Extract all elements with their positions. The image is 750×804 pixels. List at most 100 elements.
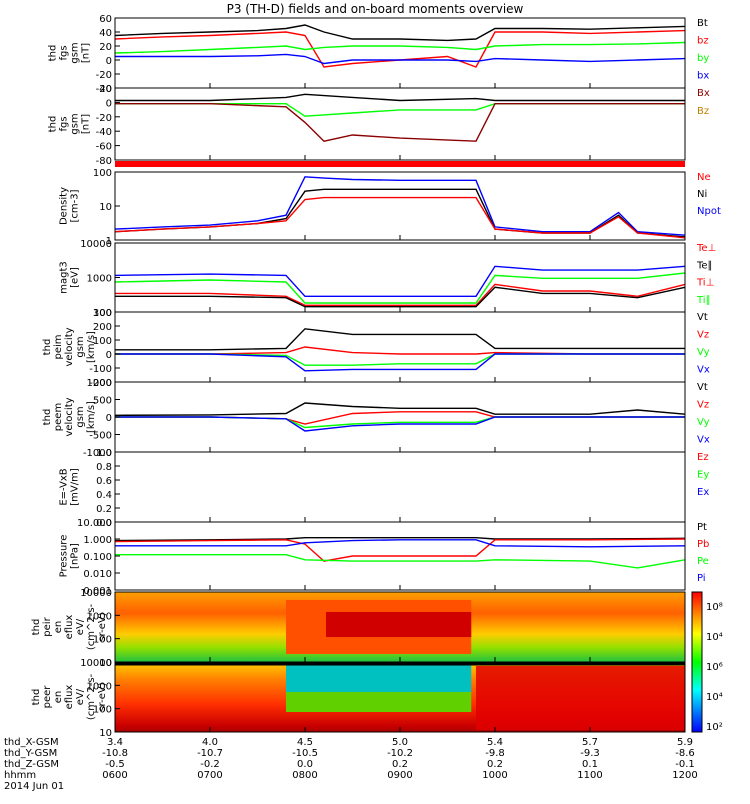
y-axis-label-line: gsm [70, 42, 81, 63]
time-row-value: 3.4 [107, 737, 123, 748]
y-axis-label-line: [km/s] [86, 331, 97, 363]
heatmap-core [476, 666, 685, 730]
legend-entry: Vt [697, 312, 708, 323]
y-axis-label-line: sr-eV) [97, 612, 108, 641]
y-axis-label-line: fgs [59, 45, 70, 60]
time-row-label: thd_Y-GSM [4, 748, 57, 759]
y-axis-label-line: [km/s] [86, 401, 97, 433]
series-Pi [115, 539, 686, 548]
time-row-value: -10.8 [102, 748, 128, 759]
y-tick-label: -20 [96, 113, 112, 124]
time-row-value: 5.4 [487, 737, 503, 748]
y-axis-label-line: velocity [64, 327, 75, 366]
plot-area [115, 243, 685, 312]
legend-entry: by [697, 53, 709, 64]
y-tick-label: 1000 [87, 378, 112, 389]
time-row-label: hhmm [4, 770, 36, 781]
heatmap-region [286, 664, 472, 692]
y-axis-label-line: [cm-3] [70, 189, 81, 222]
series-Te∥ [115, 286, 686, 308]
legend-entry: Ni [697, 189, 707, 200]
y-axis-label: Density [cm-3] [59, 187, 81, 225]
series-Vz [115, 346, 685, 355]
y-tick-label: 0 [106, 98, 112, 109]
y-axis-label: thd fgs gsm [nT] [48, 42, 92, 63]
time-row-value: 0.0 [297, 759, 313, 770]
y-axis-label-line: gsm [75, 406, 86, 427]
y-tick-label: 0.001 [83, 586, 112, 597]
y-axis-label-line: velocity [64, 397, 75, 436]
time-row-value: -9.3 [580, 748, 600, 759]
heatmap-band [286, 692, 472, 712]
time-row-value: 0900 [387, 770, 412, 781]
legend-entry: bx [697, 71, 709, 82]
y-axis-label: thd peer en eflux eV/(cm^2-s-sr-eV) [31, 673, 108, 720]
time-row-value: 0800 [292, 770, 317, 781]
series-Te⊥ [115, 283, 686, 306]
y-tick-label: -80 [96, 156, 112, 167]
y-axis-label-line: Density [59, 187, 70, 225]
legend-entry: Vy [697, 417, 710, 428]
legend-entry: Te∥ [696, 260, 713, 271]
y-axis-label-line: thd [31, 619, 42, 636]
legend-entry: Vy [697, 347, 710, 358]
legend-entry: Bz [697, 106, 709, 117]
legend-entry: Npot [697, 206, 721, 217]
y-tick-label: -40 [96, 127, 112, 138]
y-tick-label: -200 [89, 378, 112, 389]
y-tick-label: 10 [99, 202, 112, 213]
time-row-value: 4.5 [297, 737, 313, 748]
y-axis-label-line: thd [42, 409, 53, 426]
time-row-value: -10.5 [292, 748, 318, 759]
legend-entry: Te⊥ [696, 243, 716, 254]
y-tick-label: 100 [93, 168, 112, 179]
y-axis-label: thd peem velocity gsm [km/s] [42, 397, 97, 436]
time-row-label: thd_Z-GSM [4, 759, 59, 770]
y-tick-label: 1000 [87, 611, 112, 622]
y-tick-label: 1000 [87, 681, 112, 692]
series-Vx [115, 416, 685, 432]
y-tick-label: 0.6 [96, 476, 112, 487]
time-row-value: 1200 [672, 770, 697, 781]
time-row-value: 0.2 [392, 759, 408, 770]
y-axis-label: magt3 [eV] [59, 261, 81, 294]
y-tick-label: -500 [89, 431, 112, 442]
time-row-value: -9.8 [485, 748, 505, 759]
series-Pb [114, 538, 686, 562]
plot-area [115, 312, 685, 382]
y-tick-label: 1.0 [96, 448, 112, 459]
colorbar-tick-label: 10² [706, 722, 723, 733]
y-axis-label-line: thd [42, 339, 53, 356]
y-tick-label: 10 [99, 728, 112, 739]
y-axis-label: thd fgs gsm [nT] [48, 113, 92, 134]
y-tick-label: 300 [93, 308, 112, 319]
panel-9: 10000 1000 100 10 thd peir en eflux eV/(cm^2-s-s… [31, 588, 686, 669]
y-tick-label: -40 [96, 84, 112, 95]
date-label: 2014 Jun 01 [4, 781, 64, 792]
y-tick-label: -1000 [83, 448, 112, 459]
legend-entry: Pt [697, 522, 707, 533]
time-row-value: -0.5 [105, 759, 125, 770]
time-row-value: 4.0 [202, 737, 218, 748]
y-axis-label-line: thd [31, 689, 42, 706]
legend-entry: Vx [697, 365, 710, 376]
y-tick-label: 0.8 [96, 462, 112, 473]
time-row-value: 5.9 [677, 737, 693, 748]
series-Vt [114, 402, 686, 416]
y-tick-label: 40 [99, 28, 112, 39]
y-tick-label: 200 [93, 322, 112, 333]
y-tick-label: 20 [99, 84, 112, 95]
colorbar-tick-label: 10⁴ [706, 692, 723, 703]
y-axis-label-line: Pressure [59, 535, 70, 578]
y-tick-label: 10000 [80, 239, 112, 250]
y-axis-label-line: en [53, 621, 64, 634]
y-tick-label: 0.0 [96, 518, 112, 529]
y-axis-label-line: peir [42, 616, 53, 636]
legend-entry: Vt [697, 382, 708, 393]
y-axis-label-line: gsm [70, 113, 81, 134]
y-tick-label: 1.000 [83, 535, 112, 546]
series-Bx [115, 102, 685, 142]
y-axis-label-line: E=-VxB [59, 468, 70, 505]
